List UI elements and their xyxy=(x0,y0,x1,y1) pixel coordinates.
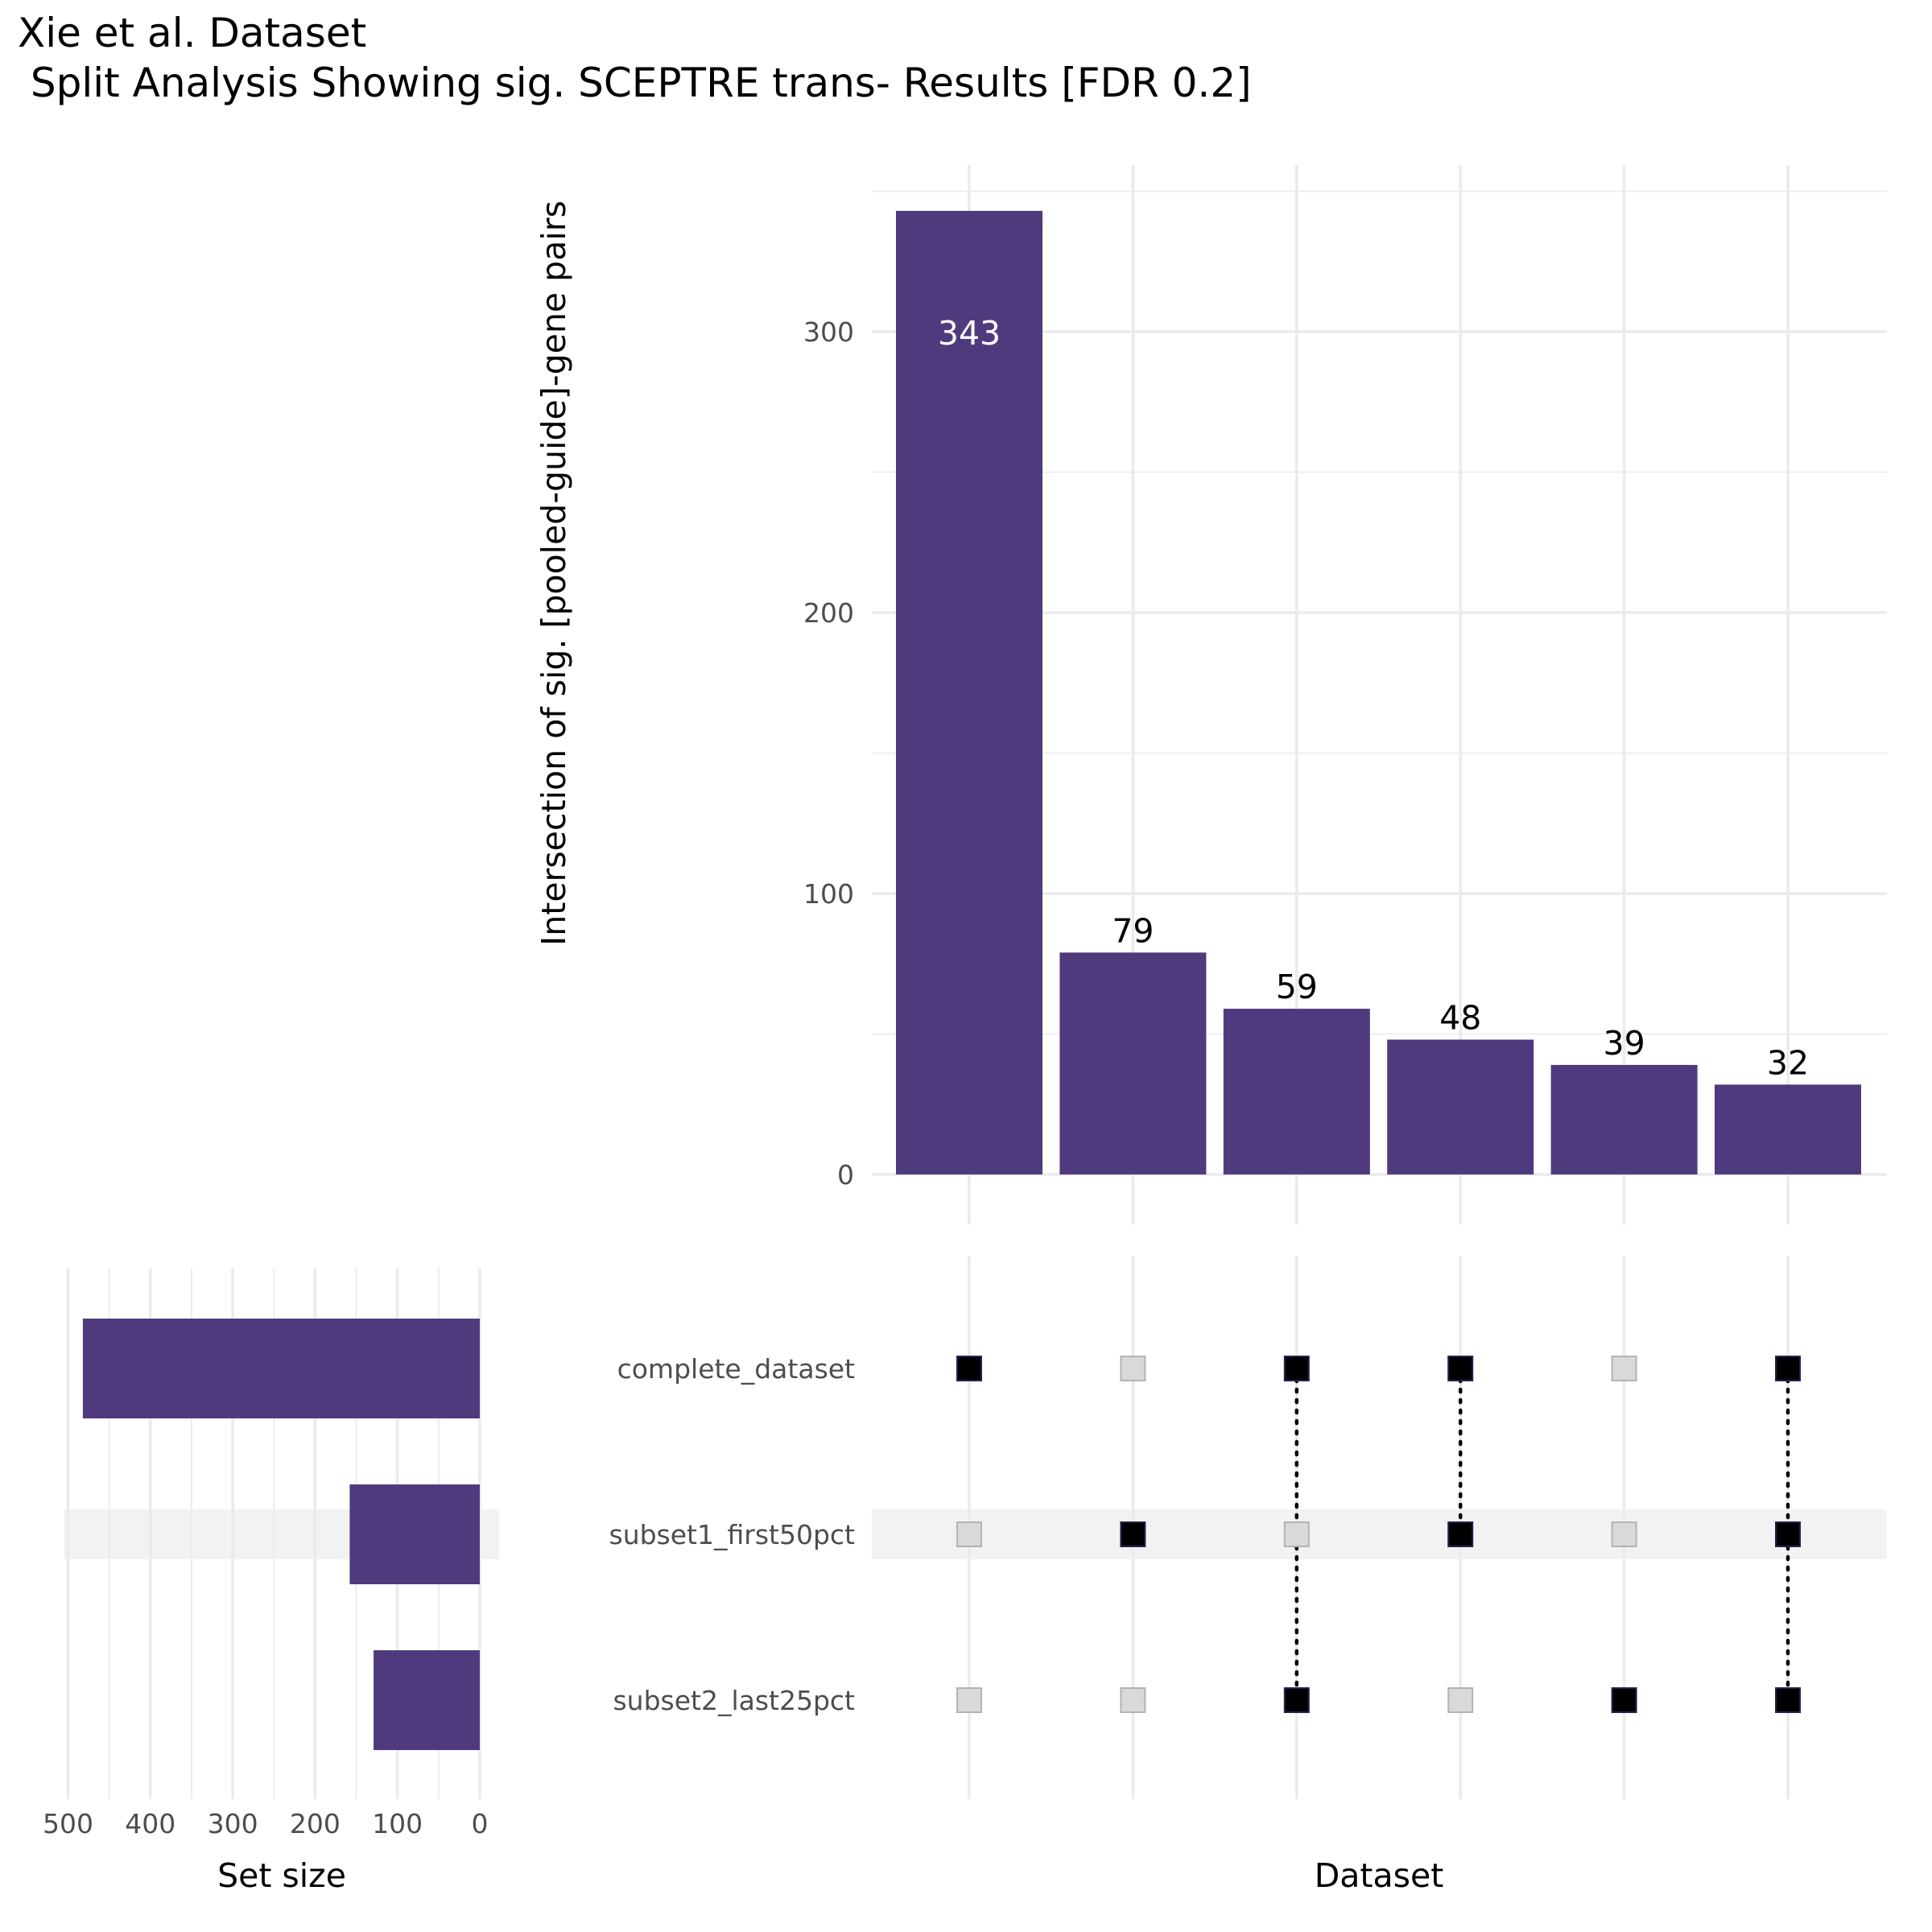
y-tick-label: 200 xyxy=(803,597,854,629)
x-axis-label: Dataset xyxy=(1315,1856,1444,1895)
set-size-tick-label: 300 xyxy=(208,1808,258,1839)
set-size-tick-label: 100 xyxy=(372,1808,423,1839)
matrix-dot-inactive xyxy=(1283,1521,1310,1547)
matrix-dot-inactive xyxy=(1447,1687,1474,1713)
matrix-row-band xyxy=(872,1509,1887,1559)
y-tick-label: 300 xyxy=(803,316,854,348)
intersection-bar xyxy=(1223,1009,1370,1174)
matrix-dot-active xyxy=(1283,1356,1310,1381)
matrix-dot-inactive xyxy=(1611,1521,1637,1547)
intersection-bar-label: 48 xyxy=(1439,998,1481,1037)
intersection-bar xyxy=(1387,1039,1534,1174)
matrix-dot-active xyxy=(1447,1356,1474,1381)
intersection-y-axis-label: Intersection of sig. [pooled-guide]-gene… xyxy=(535,200,573,946)
intersection-bar xyxy=(1059,952,1207,1174)
set-size-bar xyxy=(82,1319,480,1418)
y-tick-label: 100 xyxy=(803,878,854,910)
matrix-dot-active xyxy=(956,1356,982,1381)
intersection-bar-label: 59 xyxy=(1276,968,1318,1006)
matrix-dot-inactive xyxy=(1120,1356,1146,1381)
matrix-dot-active xyxy=(1447,1521,1474,1547)
set-size-bar xyxy=(374,1650,480,1750)
matrix-dot-active xyxy=(1775,1687,1801,1713)
set-size-tick-label: 200 xyxy=(290,1808,341,1839)
matrix-dot-inactive xyxy=(1611,1356,1637,1381)
chart-text: Xie et al. Dataset Split Analysis Showin… xyxy=(18,10,1809,1895)
y-tick-label: 0 xyxy=(837,1159,854,1191)
chart-title: Xie et al. Dataset xyxy=(18,10,366,56)
intersection-bar xyxy=(1715,1084,1861,1174)
chart-marks xyxy=(82,210,1861,1750)
set-name-label: subset2_last25pct xyxy=(613,1685,855,1716)
matrix-dot-active xyxy=(1120,1521,1146,1547)
set-size-tick-label: 500 xyxy=(43,1808,93,1839)
intersection-bar-label: 343 xyxy=(938,314,1001,353)
set-name-label: subset1_first50pct xyxy=(609,1519,856,1550)
matrix-dot-active xyxy=(1775,1356,1801,1381)
set-size-bar xyxy=(349,1484,480,1584)
intersection-bar-label: 79 xyxy=(1112,911,1154,950)
matrix-dot-inactive xyxy=(956,1687,982,1713)
matrix-dot-inactive xyxy=(956,1521,982,1547)
matrix-dot-active xyxy=(1611,1687,1637,1713)
intersection-bar xyxy=(1550,1064,1698,1174)
matrix-dot-active xyxy=(1283,1687,1310,1713)
set-size-tick-label: 400 xyxy=(125,1808,175,1839)
intersection-bar-label: 32 xyxy=(1767,1043,1809,1082)
intersection-bar-label: 39 xyxy=(1604,1024,1645,1063)
set-size-tick-label: 0 xyxy=(472,1808,489,1839)
intersection-bar xyxy=(896,210,1042,1175)
set-name-label: complete_dataset xyxy=(617,1353,855,1385)
matrix-dot-inactive xyxy=(1120,1687,1146,1713)
matrix-dot-active xyxy=(1775,1521,1801,1547)
chart-subtitle: Split Analysis Showing sig. SCEPTRE tran… xyxy=(18,60,1252,106)
set-size-axis-label: Set size xyxy=(217,1856,346,1895)
